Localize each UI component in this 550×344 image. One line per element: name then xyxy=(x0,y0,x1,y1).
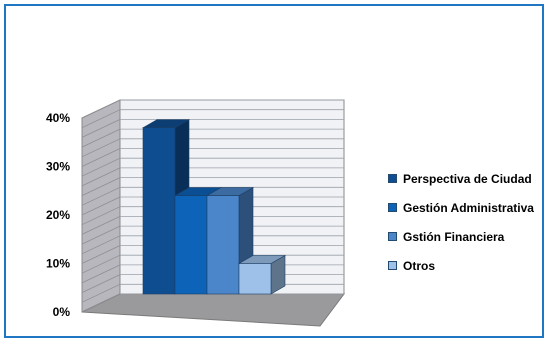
gridline xyxy=(81,138,121,158)
gridline xyxy=(81,99,121,119)
legend-item-financiera: Gstión Financiera xyxy=(388,226,534,247)
gridline xyxy=(81,119,121,138)
legend-swatch xyxy=(388,261,397,270)
legend-item-gestion: Gestión Administrativa xyxy=(388,197,534,218)
gridline xyxy=(81,235,121,255)
bar-top xyxy=(237,255,287,264)
bar-top xyxy=(141,119,191,128)
legend-swatch xyxy=(388,232,397,241)
legend-label: Perspectiva de Ciudad xyxy=(403,171,532,186)
gridline xyxy=(81,128,121,148)
legend-swatch xyxy=(388,174,397,183)
y-tick-label: 0% xyxy=(53,305,71,319)
gridline xyxy=(81,177,121,196)
gridline xyxy=(81,148,121,167)
chart-floor xyxy=(81,293,345,327)
gridline xyxy=(81,274,121,293)
legend-item-otros: Otros xyxy=(388,255,534,276)
gridline xyxy=(81,109,121,129)
bar-front xyxy=(142,127,176,295)
y-tick-label: 20% xyxy=(46,208,70,222)
legend: Perspectiva de Ciudad Gestión Administra… xyxy=(388,168,534,284)
gridline xyxy=(81,225,121,245)
bar-front xyxy=(174,195,208,295)
gridline xyxy=(81,196,121,216)
bar-front xyxy=(206,195,240,295)
y-tick-label: 30% xyxy=(46,160,70,174)
gridline xyxy=(81,167,121,187)
bar-front xyxy=(238,263,272,295)
legend-label: Gstión Financiera xyxy=(403,229,505,244)
gridline xyxy=(81,293,121,313)
gridline xyxy=(81,264,121,284)
gridline xyxy=(81,254,121,274)
gridline xyxy=(81,245,121,264)
y-tick-label: 10% xyxy=(46,257,70,271)
gridline xyxy=(81,186,121,206)
bar-top xyxy=(205,187,255,196)
y-tick-label: 40% xyxy=(46,111,70,125)
legend-item-perspectiva: Perspectiva de Ciudad xyxy=(388,168,534,189)
bar xyxy=(237,254,287,295)
legend-swatch xyxy=(388,203,397,212)
legend-label: Gestión Administrativa xyxy=(403,200,534,215)
legend-label: Otros xyxy=(403,258,436,273)
gridline xyxy=(81,206,121,226)
gridline xyxy=(81,216,121,235)
gridline xyxy=(81,157,121,177)
gridline xyxy=(81,283,121,303)
